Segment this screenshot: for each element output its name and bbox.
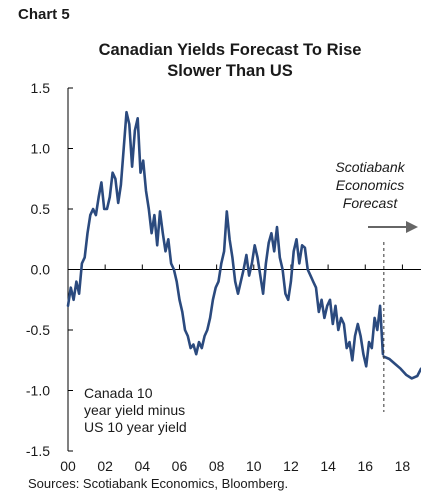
x-axis: 00 02 04 06 08 10 12 14 16 18	[60, 264, 421, 474]
legend-note: year yield minus	[84, 402, 185, 418]
annotations: Scotiabank Economics Forecast Canada 10year…	[84, 159, 418, 435]
forecast-label: Scotiabank	[335, 159, 405, 175]
chart-title: Canadian Yields Forecast To Rise Slower …	[40, 40, 420, 82]
y-tick-label: 0.0	[31, 262, 51, 278]
x-tick-label: 06	[172, 458, 188, 474]
x-tick-label: 02	[97, 458, 113, 474]
forecast-label: Economics	[336, 177, 404, 193]
chart-title-line-1: Canadian Yields Forecast To Rise	[98, 41, 362, 59]
x-tick-label: 18	[395, 458, 411, 474]
x-tick-label: 14	[320, 458, 336, 474]
y-tick-label: 1.0	[31, 141, 51, 157]
forecast-label: Forecast	[343, 195, 399, 211]
y-tick-label: 0.5	[31, 201, 51, 217]
chart-label: Chart 5	[18, 6, 70, 23]
y-tick-label: -1.0	[26, 383, 50, 399]
y-tick-label: -1.5	[26, 443, 50, 459]
x-tick-label: 00	[60, 458, 76, 474]
x-tick-label: 16	[357, 458, 373, 474]
legend-note: Canada 10	[84, 385, 153, 401]
y-axis: 1.5 1.0 0.5 0.0 -0.5 -1.0 -1.5	[26, 80, 73, 459]
series-line-2	[382, 355, 421, 380]
series	[66, 110, 421, 380]
x-tick-label: 08	[209, 458, 225, 474]
sources-note: Sources: Scotiabank Economics, Bloomberg…	[28, 476, 289, 491]
series-line-1	[66, 110, 385, 368]
x-tick-label: 04	[135, 458, 151, 474]
y-tick-label: -0.5	[26, 322, 50, 338]
legend-note: US 10 year yield	[84, 419, 187, 435]
y-tick-label: 1.5	[31, 80, 51, 96]
forecast-arrow-head	[406, 221, 418, 233]
x-tick-label: 12	[283, 458, 299, 474]
x-tick-label: 10	[246, 458, 262, 474]
chart-title-line-2: Slower Than US	[167, 62, 293, 80]
